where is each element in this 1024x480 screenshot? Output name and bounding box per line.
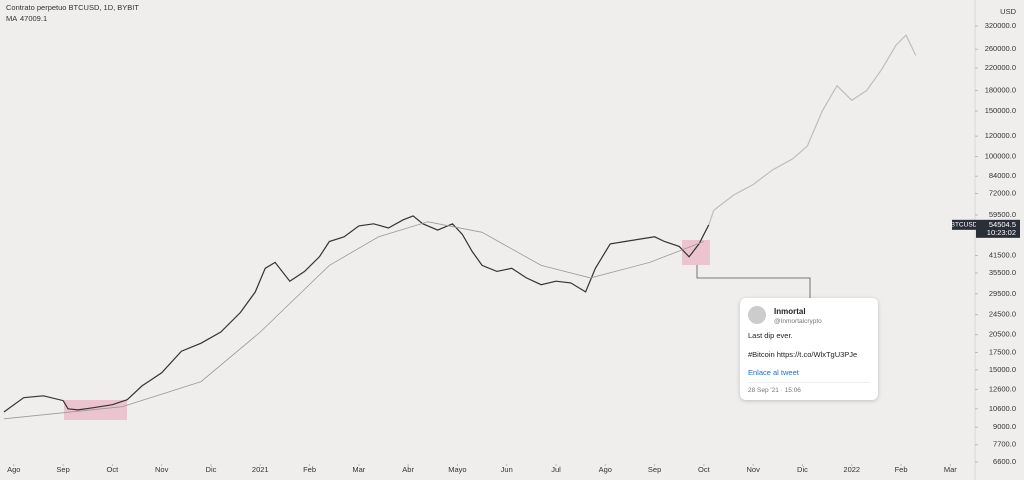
y-tick-label: 260000.0 [985, 44, 1016, 53]
x-tick-label: Feb [895, 465, 908, 474]
tweet-name: Inmortal [774, 307, 806, 316]
x-tick-label: Sep [648, 465, 661, 474]
y-tick-label: 20500.0 [989, 330, 1016, 339]
y-tick-label: 84000.0 [989, 171, 1016, 180]
price-line [3, 215, 710, 413]
y-tick-label: 41500.0 [989, 250, 1016, 259]
tweet-card: Inmortal @Inmortalcrypto Last dip ever. … [740, 298, 878, 400]
x-tick-label: Ago [599, 465, 612, 474]
indicator-name: MA [6, 14, 17, 23]
y-tick-label: 180000.0 [985, 86, 1016, 95]
x-tick-label: Dic [206, 465, 217, 474]
x-tick-label: Sep [56, 465, 69, 474]
avatar [748, 306, 766, 324]
y-tick-label: 12600.0 [989, 384, 1016, 393]
y-tick-label: 24500.0 [989, 310, 1016, 319]
y-tick-label: 320000.0 [985, 21, 1016, 30]
x-tick-label: Ago [7, 465, 20, 474]
x-tick-label: Abr [402, 465, 414, 474]
x-tick-label: Oct [698, 465, 711, 474]
price-line [708, 34, 917, 225]
y-tick-label: 9000.0 [993, 422, 1016, 431]
x-tick-label: Jul [551, 465, 561, 474]
x-tick-label: Mar [944, 465, 957, 474]
x-tick-label: Jun [501, 465, 513, 474]
x-tick-label: Nov [155, 465, 169, 474]
y-tick-label: 72000.0 [989, 189, 1016, 198]
y-tick-label: 220000.0 [985, 63, 1016, 72]
y-tick-label: 35500.0 [989, 268, 1016, 277]
currency: USD [1000, 7, 1016, 16]
x-tick-label: Dic [797, 465, 808, 474]
y-tick-label: 15000.0 [989, 365, 1016, 374]
y-tick-label: 120000.0 [985, 131, 1016, 140]
tweet-text: #Bitcoin https://t.co/WlxTgU3PJe [748, 350, 858, 359]
symbol-label: BTCUSD [951, 222, 978, 229]
y-tick-label: 7700.0 [993, 440, 1016, 449]
x-tick-label: Feb [303, 465, 316, 474]
y-tick-label: 10600.0 [989, 404, 1016, 413]
price-line [3, 221, 705, 420]
y-tick-label: 59500.0 [989, 210, 1016, 219]
x-tick-label: Oct [107, 465, 120, 474]
highlight-box [682, 240, 710, 265]
x-tick-label: Mar [352, 465, 365, 474]
y-tick-label: 6600.0 [993, 457, 1016, 466]
y-tick-label: 150000.0 [985, 106, 1016, 115]
chart-title: Contrato perpetuo BTCUSD, 1D, BYBIT [6, 3, 139, 12]
x-tick-label: Mayo [448, 465, 466, 474]
connector [696, 265, 811, 298]
countdown: 10:23:02 [987, 228, 1016, 237]
tweet-date: 28 Sep '21 · 15:06 [748, 387, 801, 394]
price-badge [976, 219, 1020, 238]
indicator-value: 47009.1 [20, 14, 47, 23]
x-tick-label: Nov [747, 465, 761, 474]
tweet-handle: @Inmortalcrypto [774, 318, 822, 325]
x-tick-label: 2022 [843, 465, 860, 474]
tweet-link[interactable]: Enlace al tweet [748, 368, 799, 377]
y-tick-label: 29500.0 [989, 289, 1016, 298]
y-tick-label: 17500.0 [989, 347, 1016, 356]
x-tick-label: 2021 [252, 465, 269, 474]
symbol-badge [952, 219, 976, 230]
last-price: 54504.5 [989, 220, 1016, 229]
y-tick-label: 100000.0 [985, 152, 1016, 161]
tweet-text: Last dip ever. [748, 331, 793, 340]
